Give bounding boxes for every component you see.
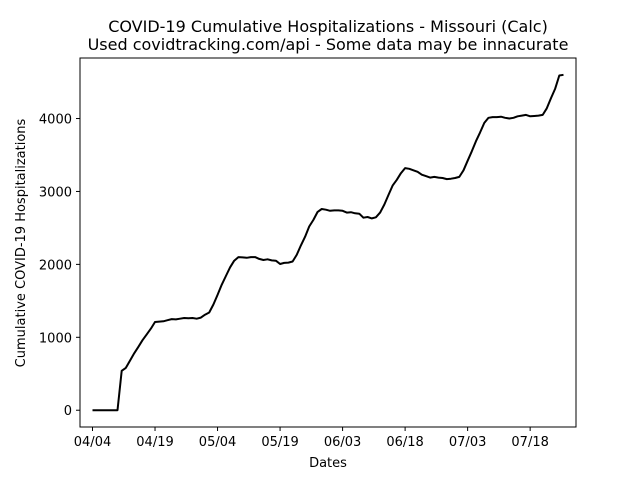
x-tick-label: 04/19	[136, 435, 173, 450]
chart-subtitle: Used covidtracking.com/api - Some data m…	[88, 35, 569, 54]
x-tick-label: 05/19	[261, 435, 298, 450]
y-tick-label: 0	[64, 404, 72, 419]
y-tick-label: 3000	[39, 185, 72, 200]
y-axis-label: Cumulative COVID-19 Hospitalizations	[14, 118, 29, 367]
x-tick-label: 06/18	[386, 435, 423, 450]
x-axis-label: Dates	[309, 456, 347, 471]
x-tick-label: 04/04	[74, 435, 111, 450]
y-tick-label: 1000	[39, 331, 72, 346]
x-tick-label: 06/03	[324, 435, 361, 450]
series-line	[92, 73, 564, 412]
y-axis: 0 1000 2000 3000 4000	[39, 113, 80, 419]
x-tick-label: 05/04	[199, 435, 236, 450]
chart-title: COVID-19 Cumulative Hospitalizations - M…	[108, 17, 548, 36]
y-tick-label: 4000	[39, 113, 72, 128]
plot-area	[79, 57, 577, 428]
x-tick-label: 07/18	[511, 435, 548, 450]
x-tick-label: 07/03	[449, 435, 486, 450]
x-axis: 04/04 04/19 05/04 05/19 06/03 06/18 07/03 07/18	[74, 427, 549, 450]
y-tick-label: 2000	[39, 258, 72, 273]
